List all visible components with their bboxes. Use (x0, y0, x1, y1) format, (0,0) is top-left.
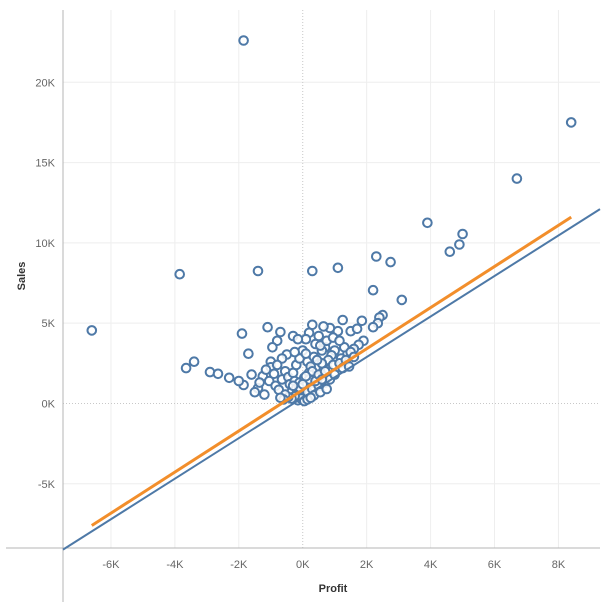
scatter-point[interactable] (262, 321, 273, 333)
scatter-point[interactable] (86, 325, 98, 336)
scatter-point[interactable] (260, 364, 272, 376)
y-tick-label: 5K (42, 318, 56, 330)
x-tick-label: 8K (552, 559, 566, 571)
scatter-point[interactable] (565, 117, 577, 128)
scatter-point[interactable] (289, 346, 301, 358)
x-tick-label: -6K (102, 559, 120, 571)
scatter-point[interactable] (422, 217, 433, 229)
reference-line (62, 208, 601, 551)
y-tick-label: 15K (35, 158, 55, 170)
scatter-point[interactable] (300, 348, 312, 360)
scatter-point[interactable] (238, 35, 249, 46)
scatter-point[interactable] (223, 372, 235, 384)
scatter-point[interactable] (292, 333, 304, 345)
y-tick-label: -5K (38, 479, 56, 491)
scatter-point[interactable] (356, 315, 368, 327)
scatter-point[interactable] (351, 323, 363, 335)
y-tick-label: 10K (35, 238, 55, 250)
scatter-point[interactable] (385, 256, 396, 268)
scatter-point[interactable] (321, 383, 333, 395)
scatter-point[interactable] (212, 368, 224, 380)
scatter-point[interactable] (188, 356, 200, 368)
scatter-point[interactable] (457, 228, 468, 240)
scatter-point[interactable] (367, 284, 379, 296)
axes (6, 10, 600, 602)
x-axis-title: Profit (319, 583, 348, 595)
scatter-point[interactable] (236, 328, 248, 339)
scatter-point[interactable] (174, 268, 185, 280)
trend-line (90, 215, 573, 527)
scatter-point[interactable] (249, 386, 261, 398)
x-tick-label: 0K (296, 559, 310, 571)
scatter-point[interactable] (252, 265, 264, 277)
scatter-point[interactable] (307, 265, 318, 277)
scatter-point[interactable] (318, 321, 329, 332)
scatter-point[interactable] (454, 239, 465, 250)
scatter-point[interactable] (268, 368, 280, 380)
x-tick-label: -2K (230, 559, 248, 571)
data-points (86, 35, 577, 407)
scatter-point[interactable] (267, 342, 278, 353)
scatter-point[interactable] (243, 348, 254, 360)
scatter-point[interactable] (396, 294, 408, 306)
scatter-point[interactable] (287, 380, 299, 392)
x-tick-label: 6K (488, 559, 502, 571)
scatter-point[interactable] (275, 326, 286, 338)
scatter-point[interactable] (233, 375, 245, 387)
scatter-point[interactable] (259, 389, 270, 400)
scatter-point[interactable] (367, 321, 379, 333)
scatter-point[interactable] (371, 251, 382, 262)
scatter-point[interactable] (311, 354, 323, 366)
y-tick-label: 0K (42, 398, 56, 410)
scatter-point[interactable] (444, 246, 456, 257)
grid (63, 10, 600, 548)
y-axis-title: Sales (16, 262, 28, 291)
scatter-point[interactable] (180, 362, 192, 374)
y-tick-label: 20K (35, 77, 55, 89)
scatter-point[interactable] (300, 370, 312, 382)
x-tick-label: 2K (360, 559, 374, 571)
x-tick-label: 4K (424, 559, 438, 571)
scatter-point[interactable] (332, 262, 344, 274)
scatter-point[interactable] (334, 335, 345, 347)
trend-lines (62, 208, 601, 551)
scatter-point[interactable] (511, 173, 523, 184)
scatter-point[interactable] (337, 314, 349, 326)
scatter-point[interactable] (246, 369, 257, 380)
tick-labels: -6K -4K -2K 0K 2K 4K 6K 8K -5K 0K 5K 10K 15K 20K (35, 77, 565, 571)
scatter-point[interactable] (271, 359, 283, 371)
x-tick-label: -4K (166, 559, 184, 571)
scatter-point[interactable] (275, 392, 286, 404)
scatter-point[interactable] (254, 377, 265, 388)
